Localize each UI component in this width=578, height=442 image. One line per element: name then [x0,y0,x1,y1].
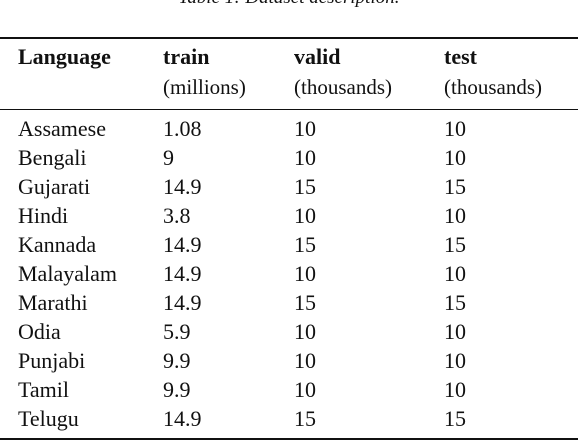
bottom-rule [0,438,578,440]
table-row: Hindi 3.8 10 10 [0,202,578,231]
header-train-unit: (millions) [163,75,246,99]
table-row: Tamil 9.9 10 10 [0,376,578,405]
cell-language: Bengali [18,145,87,170]
cell-valid: 15 [294,290,316,315]
cell-valid: 10 [294,348,316,373]
table-row: Punjabi 9.9 10 10 [0,347,578,376]
cell-train: 14.9 [163,174,202,199]
header-valid-unit: (thousands) [294,75,392,99]
cell-valid: 10 [294,261,316,286]
cell-valid: 15 [294,174,316,199]
cell-test: 15 [444,406,466,431]
table-row: Marathi 14.9 15 15 [0,289,578,318]
cell-valid: 15 [294,232,316,257]
table-row: Assamese 1.08 10 10 [0,115,578,144]
table-row: Kannada 14.9 15 15 [0,231,578,260]
cell-valid: 10 [294,145,316,170]
cell-train: 14.9 [163,406,202,431]
cell-language: Malayalam [18,261,117,286]
cell-valid: 10 [294,116,316,141]
cell-language: Odia [18,319,61,344]
cell-language: Punjabi [18,348,86,373]
cell-train: 14.9 [163,290,202,315]
cell-train: 9.9 [163,377,191,402]
cell-test: 10 [444,116,466,141]
cell-language: Hindi [18,203,69,228]
cell-language: Marathi [18,290,88,315]
cell-train: 14.9 [163,232,202,257]
table-caption: Table 1: Dataset description. [0,0,578,9]
cell-test: 10 [444,145,466,170]
cell-test: 15 [444,232,466,257]
cell-test: 15 [444,290,466,315]
cell-train: 1.08 [163,116,202,141]
cell-language: Assamese [18,116,106,141]
header-rule [0,109,578,110]
cell-language: Kannada [18,232,97,257]
cell-language: Telugu [18,406,79,431]
table-row: Gujarati 14.9 15 15 [0,173,578,202]
cell-train: 5.9 [163,319,191,344]
cell-test: 10 [444,319,466,344]
cell-test: 10 [444,348,466,373]
table-row: Malayalam 14.9 10 10 [0,260,578,289]
header-valid: valid [294,44,341,69]
header-test-unit: (thousands) [444,75,542,99]
cell-valid: 10 [294,319,316,344]
top-rule [0,37,578,39]
cell-language: Tamil [18,377,70,402]
header-train: train [163,44,210,69]
table-row: Telugu 14.9 15 15 [0,405,578,434]
cell-test: 10 [444,377,466,402]
cell-valid: 10 [294,377,316,402]
cell-train: 9.9 [163,348,191,373]
cell-valid: 15 [294,406,316,431]
cell-language: Gujarati [18,174,91,199]
cell-test: 15 [444,174,466,199]
cell-valid: 10 [294,203,316,228]
header-test: test [444,44,477,69]
cell-test: 10 [444,261,466,286]
cell-train: 9 [163,145,174,170]
cell-train: 14.9 [163,261,202,286]
header-language: Language [18,44,111,69]
cell-train: 3.8 [163,203,191,228]
cell-test: 10 [444,203,466,228]
table-row: Bengali 9 10 10 [0,144,578,173]
table-row: Odia 5.9 10 10 [0,318,578,347]
